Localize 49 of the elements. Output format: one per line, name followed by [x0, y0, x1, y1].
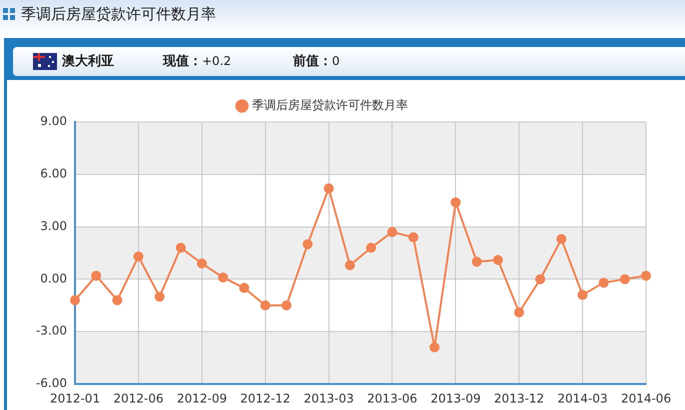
point [133, 251, 144, 262]
point [91, 270, 102, 281]
point [598, 278, 609, 288]
y-tick-label: 3.00 [40, 218, 67, 233]
x-tick-label: 2014-03 [557, 391, 608, 406]
x-tick-label: 2013-06 [367, 391, 418, 406]
chart-subtitle: 澳大利亚 [62, 53, 114, 70]
point [176, 242, 186, 253]
point [260, 300, 270, 310]
x-tick-label: 2013-03 [304, 391, 354, 406]
point [239, 282, 250, 293]
point [387, 227, 398, 238]
point [281, 300, 292, 310]
point [430, 342, 440, 352]
text: 现值：+0.2 [163, 54, 232, 69]
point [70, 295, 80, 306]
point [366, 242, 376, 253]
x-tick-label: 2013-09 [430, 391, 481, 406]
y-tick-label: -3.00 [36, 324, 67, 338]
y-tick-label: 6.00 [40, 166, 67, 181]
x-tick-label: 2014-06 [620, 391, 672, 406]
point [535, 274, 546, 284]
point [620, 274, 630, 284]
point [302, 239, 313, 250]
point [324, 183, 334, 194]
x-tick-label: 2012-06 [113, 391, 164, 406]
point [492, 254, 503, 265]
point [154, 292, 165, 302]
point [344, 260, 355, 270]
point [196, 258, 207, 268]
x-tick-label: 2012-09 [176, 391, 227, 406]
chart-title: 季调后房屋贷款许可件数月率 [21, 4, 216, 24]
point [578, 290, 588, 300]
point [112, 295, 122, 306]
point [450, 197, 461, 208]
x-tick-label: 2012-12 [240, 391, 290, 406]
y-tick-label: 0.00 [40, 271, 67, 286]
point [472, 256, 482, 267]
point [408, 232, 418, 242]
y-tick-label: 9.00 [40, 114, 67, 128]
text: 前值：0 [293, 54, 340, 69]
x-tick-label: 2012-01 [50, 391, 100, 406]
x-tick-label: 2013-12 [494, 391, 544, 406]
legend-label: 季调后房屋贷款许可件数月率 [252, 98, 408, 112]
point [556, 234, 566, 244]
y-tick-label: -6.00 [36, 376, 67, 390]
point [218, 272, 228, 282]
point [641, 270, 651, 281]
point [514, 307, 524, 318]
